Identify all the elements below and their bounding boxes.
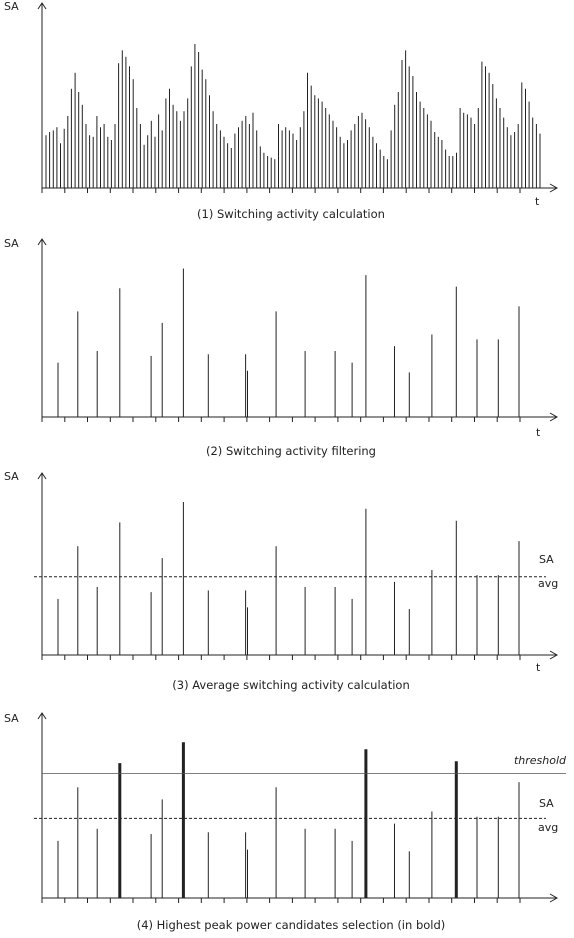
bars-2 bbox=[57, 268, 520, 417]
y-axis-label: SA bbox=[4, 237, 19, 250]
y-axis-label: SA bbox=[4, 470, 19, 483]
ticks-1 bbox=[41, 188, 521, 193]
x-axis-arrow-icon bbox=[549, 650, 559, 660]
caption-3: (3) Average switching activity calculati… bbox=[172, 678, 409, 692]
caption-4: (4) Highest peak power candidates select… bbox=[137, 918, 446, 932]
panel-4: SA threshold SA avg (4) Highest peak pow… bbox=[4, 712, 567, 932]
avg-label-avg: avg bbox=[538, 577, 558, 590]
ticks-4 bbox=[41, 898, 521, 903]
y-axis-arrow-icon bbox=[37, 472, 47, 480]
ticks-3 bbox=[41, 655, 521, 660]
avg-label-sa: SA bbox=[539, 797, 554, 810]
x-axis-label: t bbox=[535, 195, 540, 208]
y-axis-arrow-icon bbox=[37, 2, 47, 10]
x-axis-arrow-icon bbox=[549, 183, 559, 193]
caption-2: (2) Switching activity filtering bbox=[206, 444, 376, 458]
x-axis-label: t bbox=[536, 426, 541, 439]
threshold-label: threshold bbox=[514, 754, 567, 767]
x-axis-arrow-icon bbox=[549, 893, 559, 903]
avg-label-avg: avg bbox=[538, 821, 558, 834]
bars-4 bbox=[57, 742, 520, 898]
panel-3: SA SA avg t (3) Average switching activi… bbox=[4, 470, 558, 692]
panel-2: SA t (2) Switching activity filtering bbox=[4, 237, 559, 458]
ticks-2 bbox=[41, 417, 521, 422]
x-axis-arrow-icon bbox=[549, 412, 559, 422]
avg-label-sa: SA bbox=[539, 553, 554, 566]
y-axis-label: SA bbox=[4, 0, 19, 13]
caption-1: (1) Switching activity calculation bbox=[197, 207, 385, 221]
y-axis-arrow-icon bbox=[37, 238, 47, 246]
panel-1: SA t (1) Switching activity calculation bbox=[4, 0, 559, 221]
y-axis-arrow-icon bbox=[37, 712, 47, 720]
y-axis-label: SA bbox=[4, 712, 19, 725]
bars-1 bbox=[45, 44, 541, 188]
x-axis-label: t bbox=[536, 661, 541, 674]
bars-3 bbox=[57, 502, 520, 655]
